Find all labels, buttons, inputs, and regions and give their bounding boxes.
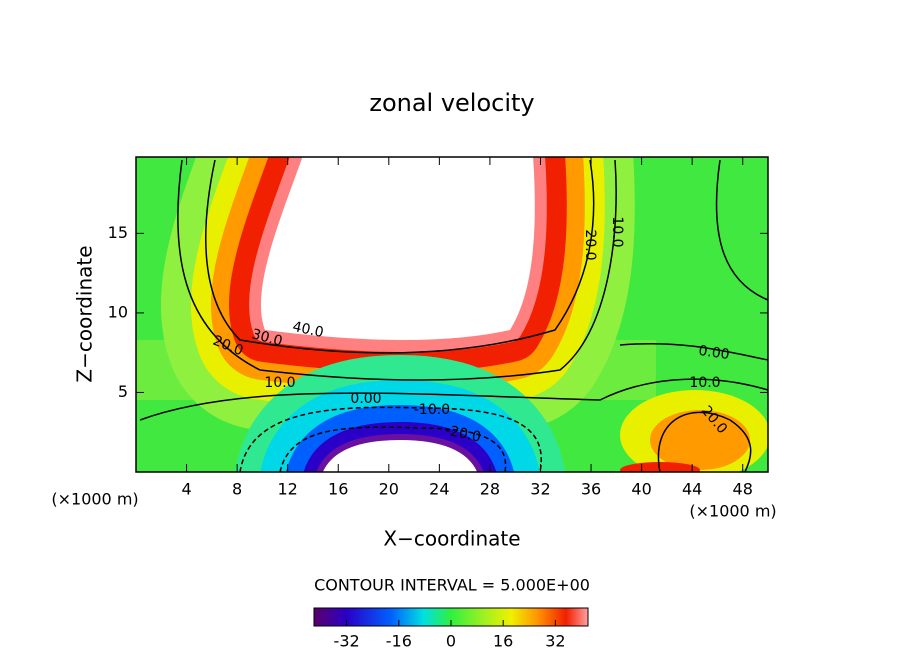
x-tick-label: 12 [278,480,298,499]
x-tick-label: 4 [181,480,191,499]
x-tick-label: 20 [379,480,399,499]
y-unit: (×1000 m) [51,490,138,509]
x-tick-label: 24 [429,480,449,499]
y-axis-label: Z−coordinate [73,245,97,382]
contour-label: 20.0 [582,229,598,260]
x-tick-label: 40 [631,480,651,499]
x-tick-label: 44 [682,480,702,499]
colorbar-tick-label: -16 [386,632,412,651]
x-tick-label: 8 [232,480,242,499]
contour-label: 40.0 [291,319,325,341]
plot-frame [135,156,769,473]
contour-label: -10.0 [414,402,450,418]
x-tick-label: 28 [480,480,500,499]
contour-label: 10.0 [689,375,720,391]
x-axis-label: X−coordinate [383,527,520,551]
x-tick-label: 36 [581,480,601,499]
x-tick-label: 32 [530,480,550,499]
colorbar-tick-label: 32 [545,632,565,651]
y-tick-label: 15 [108,223,128,242]
x-tick-label: 48 [733,480,753,499]
contour-label: 30.0 [250,326,284,350]
contour-label: 0.00 [350,391,381,407]
chart-title: zonal velocity [369,89,534,117]
y-tick-label: 10 [108,302,128,321]
contour-label: 10.0 [264,375,295,391]
colorbar-tick-label: 0 [446,632,456,651]
field [136,157,768,472]
x-unit: (×1000 m) [689,502,776,521]
contour-interval: CONTOUR INTERVAL = 5.000E+00 [314,576,590,595]
y-tick-label: 5 [118,382,128,401]
contour-label: 10.0 [609,216,625,247]
colorbar-tick-label: 16 [493,632,513,651]
x-tick-label: 16 [328,480,348,499]
contour-label: 0.00 [697,343,730,363]
contour-label: -20.0 [444,422,483,445]
colorbar-tick-label: -32 [334,632,360,651]
